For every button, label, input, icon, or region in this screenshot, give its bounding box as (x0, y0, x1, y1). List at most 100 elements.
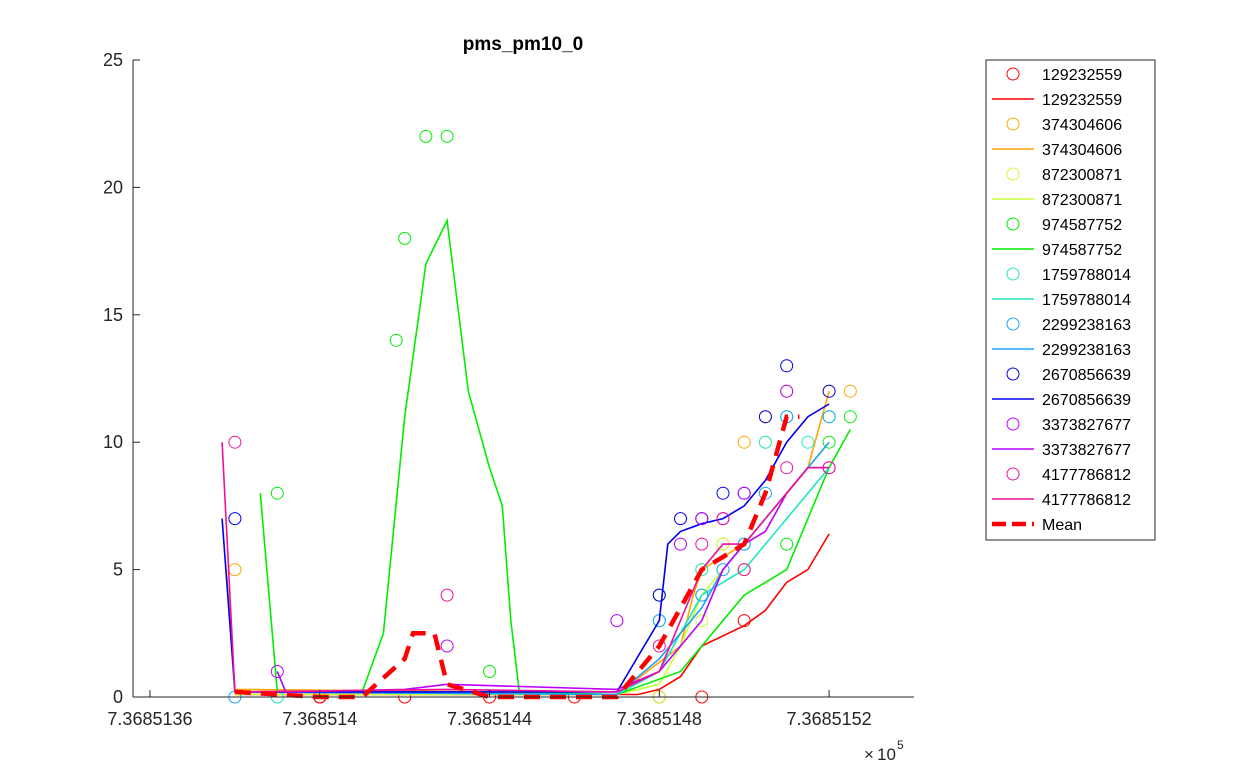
chart-title: pms_pm10_0 (463, 34, 583, 55)
data-point (758, 435, 772, 449)
data-point (228, 563, 242, 577)
data-point (228, 512, 242, 526)
plot-layer (221, 129, 857, 704)
data-point (270, 486, 284, 500)
legend-label: Mean (1042, 517, 1082, 534)
y-tick-label: 10 (103, 432, 123, 452)
data-point (398, 231, 412, 245)
mean-line (234, 414, 800, 700)
x-exponent-power: 5 (897, 738, 904, 752)
data-point (389, 333, 403, 347)
series-374304606 (225, 384, 857, 696)
legend-item: 3373827677 (1006, 417, 1131, 434)
data-point (483, 665, 496, 678)
legend-label: 872300871 (1042, 167, 1122, 184)
legend-label: 1759788014 (1042, 292, 1131, 309)
series-line (276, 466, 830, 693)
legend-label: 3373827677 (1042, 417, 1131, 434)
legend-marker (1006, 67, 1020, 81)
series-2670856639 (221, 359, 836, 693)
data-point (780, 537, 794, 551)
data-point (822, 410, 836, 424)
legend-marker (1006, 317, 1020, 331)
data-point (843, 410, 857, 424)
legend-label: 374304606 (1042, 142, 1122, 159)
legend-item: 374304606 (1006, 117, 1122, 134)
data-point (780, 384, 794, 398)
y-tick-label: 20 (103, 177, 123, 197)
data-point (737, 563, 751, 577)
data-point (758, 486, 772, 500)
legend-item: 129232559 (1006, 67, 1122, 84)
axes (132, 59, 914, 698)
data-point (780, 461, 794, 475)
x-tick-label: 7.3685136 (107, 709, 192, 729)
data-point (822, 435, 836, 449)
legend-item: 2299238163 (1006, 317, 1131, 334)
legend-box (985, 59, 1156, 541)
legend-item: 2299238163 (992, 342, 1131, 359)
data-point (716, 563, 730, 577)
x-tick-label: 7.3685152 (787, 709, 872, 729)
legend-item: 374304606 (992, 142, 1122, 159)
data-point (674, 537, 687, 551)
series-line (259, 217, 851, 696)
legend-label: 374304606 (1042, 117, 1122, 134)
data-point (716, 512, 730, 526)
legend-item: 974587752 (992, 242, 1122, 259)
data-point (758, 410, 772, 424)
x-tick-label: 7.3685144 (447, 709, 532, 729)
data-point (419, 129, 433, 143)
y-tick-label: 15 (103, 305, 123, 325)
series-line (221, 442, 830, 693)
data-point (440, 639, 454, 653)
legend-label: 129232559 (1042, 92, 1122, 109)
series-line (234, 533, 830, 696)
y-tick-label: 25 (103, 50, 123, 70)
legend-marker (1006, 367, 1020, 381)
legend-item: 872300871 (992, 192, 1122, 209)
legend-label: 974587752 (1042, 242, 1122, 259)
data-point (652, 639, 666, 653)
legend-label: 1759788014 (1042, 267, 1131, 284)
data-point (695, 563, 709, 577)
data-point (695, 614, 709, 628)
series-129232559 (234, 533, 830, 704)
data-point (652, 588, 666, 602)
legend-item: Mean (992, 517, 1082, 534)
legend-label: 974587752 (1042, 217, 1122, 234)
legend-marker (1006, 417, 1020, 431)
x-tick-label: 7.3685148 (617, 709, 702, 729)
legend-item: 2670856639 (992, 392, 1131, 409)
legend-item: 872300871 (1006, 167, 1122, 184)
legend-label: 2299238163 (1042, 342, 1131, 359)
data-point (737, 614, 751, 628)
data-point (801, 435, 815, 449)
series-3373827677 (270, 384, 836, 693)
series-4177786812 (221, 435, 836, 693)
legend-marker (1006, 117, 1020, 131)
data-point (610, 614, 624, 628)
data-point (695, 512, 709, 526)
data-point (822, 461, 836, 475)
x-exponent: × 10 5 (864, 738, 904, 764)
legend-item: 1759788014 (1006, 267, 1131, 284)
data-point (695, 588, 709, 602)
series-Mean (234, 414, 800, 700)
series-1759788014 (270, 410, 836, 704)
data-point (440, 129, 454, 143)
x-tick-label: 7.368514 (282, 709, 357, 729)
legend-label: 872300871 (1042, 192, 1122, 209)
data-point (737, 435, 751, 449)
x-exponent-base: 10 (877, 745, 896, 764)
data-point (228, 435, 242, 449)
legend-label: 2670856639 (1042, 367, 1131, 384)
x-exponent-times: × (864, 745, 874, 764)
legend-label: 2670856639 (1042, 392, 1131, 409)
y-tick-label: 5 (113, 560, 123, 580)
legend-item: 1759788014 (992, 292, 1131, 309)
data-point (674, 512, 687, 526)
legend-label: 129232559 (1042, 67, 1122, 84)
legend-item: 129232559 (992, 92, 1122, 109)
